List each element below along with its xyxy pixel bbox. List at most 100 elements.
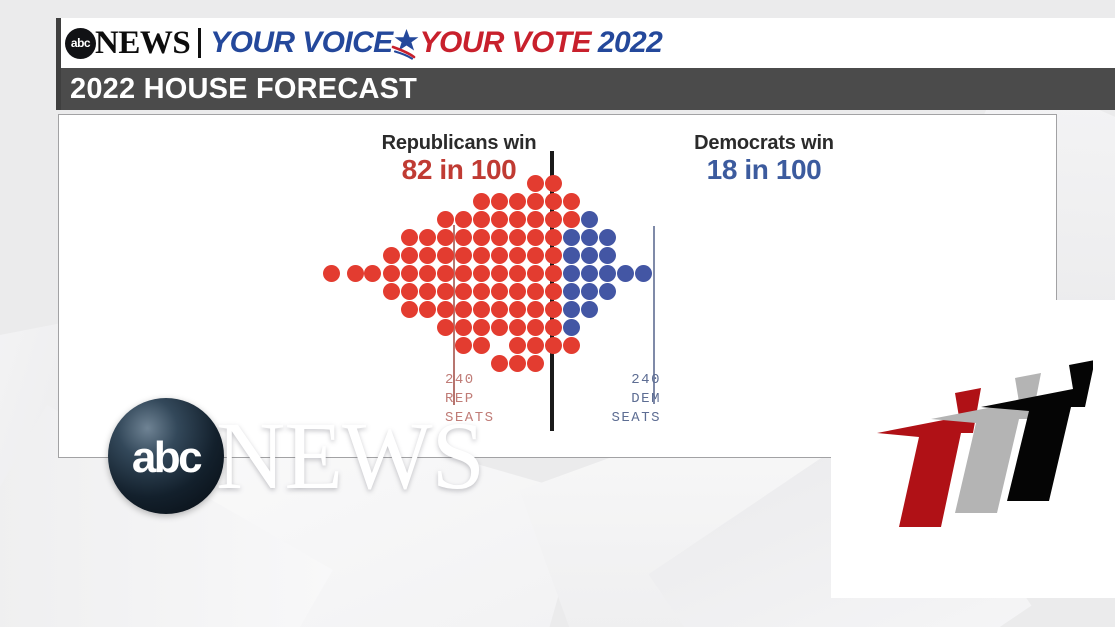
simulation-dot-rep [454,228,472,246]
simulation-dot-rep [363,264,381,282]
simulation-dot-dem [580,210,598,228]
simulation-dot-rep [508,228,526,246]
ttt-logo-card [831,300,1115,598]
simulation-dot-rep [322,264,340,282]
simulation-dot-rep [382,264,400,282]
simulation-dot-rep [508,336,526,354]
simulation-dot-rep [526,318,544,336]
simulation-dot-rep [454,264,472,282]
ttt-logo-svg [877,360,1093,527]
network-wordmark: NEWS [95,24,191,61]
simulation-dot-rep [472,210,490,228]
simulation-dot-dem [598,246,616,264]
simulation-dot-rep [490,192,508,210]
simulation-dot-rep [490,246,508,264]
abc-roundel-icon: abc [65,27,96,59]
simulation-dot-dem [562,318,580,336]
simulation-dot-rep [490,264,508,282]
brand-divider [198,28,202,58]
simulation-dot-dem [562,228,580,246]
simulation-dot-rep [526,300,544,318]
tagline-year: 2022 [597,26,663,59]
simulation-dot-dem [634,264,652,282]
simulation-dot-rep [526,228,544,246]
simulation-dot-dem [562,246,580,264]
header-accent-bar [56,18,61,110]
simulation-dot-rep [508,192,526,210]
simulation-dot-rep [454,246,472,264]
simulation-dot-rep [526,354,544,372]
simulation-dot-rep [472,228,490,246]
simulation-dot-rep [508,210,526,228]
brand-bar: abc NEWS YOUR VOICE YOUR VOTE 2022 [61,18,1115,68]
simulation-dot-dem [580,264,598,282]
simulation-dot-dem [562,264,580,282]
democrat-headline: Democrats win 18 in 100 [614,133,914,186]
simulation-dot-rep [508,318,526,336]
simulation-dot-rep [472,264,490,282]
simulation-dot-dem [580,300,598,318]
simulation-dot-rep [562,192,580,210]
simulation-dot-rep [472,246,490,264]
simulation-dot-rep [454,318,472,336]
simulation-dot-rep [508,264,526,282]
republican-tick-label: 240 REP SEATS [445,372,495,426]
simulation-dot-rep [436,282,454,300]
star-swoosh-icon [389,26,423,60]
ttt-logo-icon [863,355,1093,555]
simulation-dot-rep [508,300,526,318]
simulation-dot-rep [436,246,454,264]
simulation-dot-dem [580,246,598,264]
simulation-dot-rep [472,282,490,300]
simulation-dot-rep [562,210,580,228]
republican-odds: 82 in 100 [401,154,517,185]
simulation-dot-rep [526,336,544,354]
simulation-dot-rep [382,282,400,300]
simulation-dot-dem [598,282,616,300]
republican-label: Republicans win [381,132,537,154]
simulation-dot-rep [508,282,526,300]
simulation-dot-rep [400,300,418,318]
simulation-dot-rep [508,354,526,372]
simulation-dot-rep [436,210,454,228]
simulation-dot-rep [472,318,490,336]
simulation-dot-rep [454,300,472,318]
simulation-dot-rep [454,210,472,228]
simulation-dot-rep [418,300,436,318]
simulation-dot-rep [400,282,418,300]
simulation-dot-rep [436,264,454,282]
simulation-dot-rep [490,318,508,336]
democrat-label: Democrats win [694,132,834,154]
simulation-dot-rep [418,264,436,282]
simulation-dot-rep [472,192,490,210]
simulation-dot-rep [490,210,508,228]
simulation-dot-rep [418,246,436,264]
tagline-your-voice: YOUR VOICE [210,26,393,59]
democrat-tick-label: 240 DEM SEATS [611,372,661,426]
page-title: 2022 HOUSE FORECAST [70,72,418,105]
simulation-dot-rep [454,336,472,354]
simulation-dot-rep [436,300,454,318]
republican-headline: Republicans win 82 in 100 [309,133,609,186]
simulation-dot-dem [598,264,616,282]
simulation-dot-rep [382,246,400,264]
simulation-dot-rep [526,264,544,282]
broadcast-header: abc NEWS YOUR VOICE YOUR VOTE 2022 2022 … [0,18,1115,110]
abc-roundel-label: abc [70,36,91,50]
simulation-dot-rep [490,282,508,300]
simulation-dot-dem [580,282,598,300]
simulation-dot-rep [346,264,364,282]
simulation-dot-rep [400,228,418,246]
simulation-dot-dem [562,282,580,300]
simulation-dot-dem [616,264,634,282]
simulation-dot-rep [508,246,526,264]
simulation-dot-rep [526,192,544,210]
republican-tick-line [453,225,455,405]
simulation-dot-rep [418,282,436,300]
simulation-dot-rep [490,354,508,372]
simulation-dot-rep [400,264,418,282]
center-divider-line [550,151,554,431]
simulation-dot-rep [436,318,454,336]
simulation-dot-dem [580,228,598,246]
